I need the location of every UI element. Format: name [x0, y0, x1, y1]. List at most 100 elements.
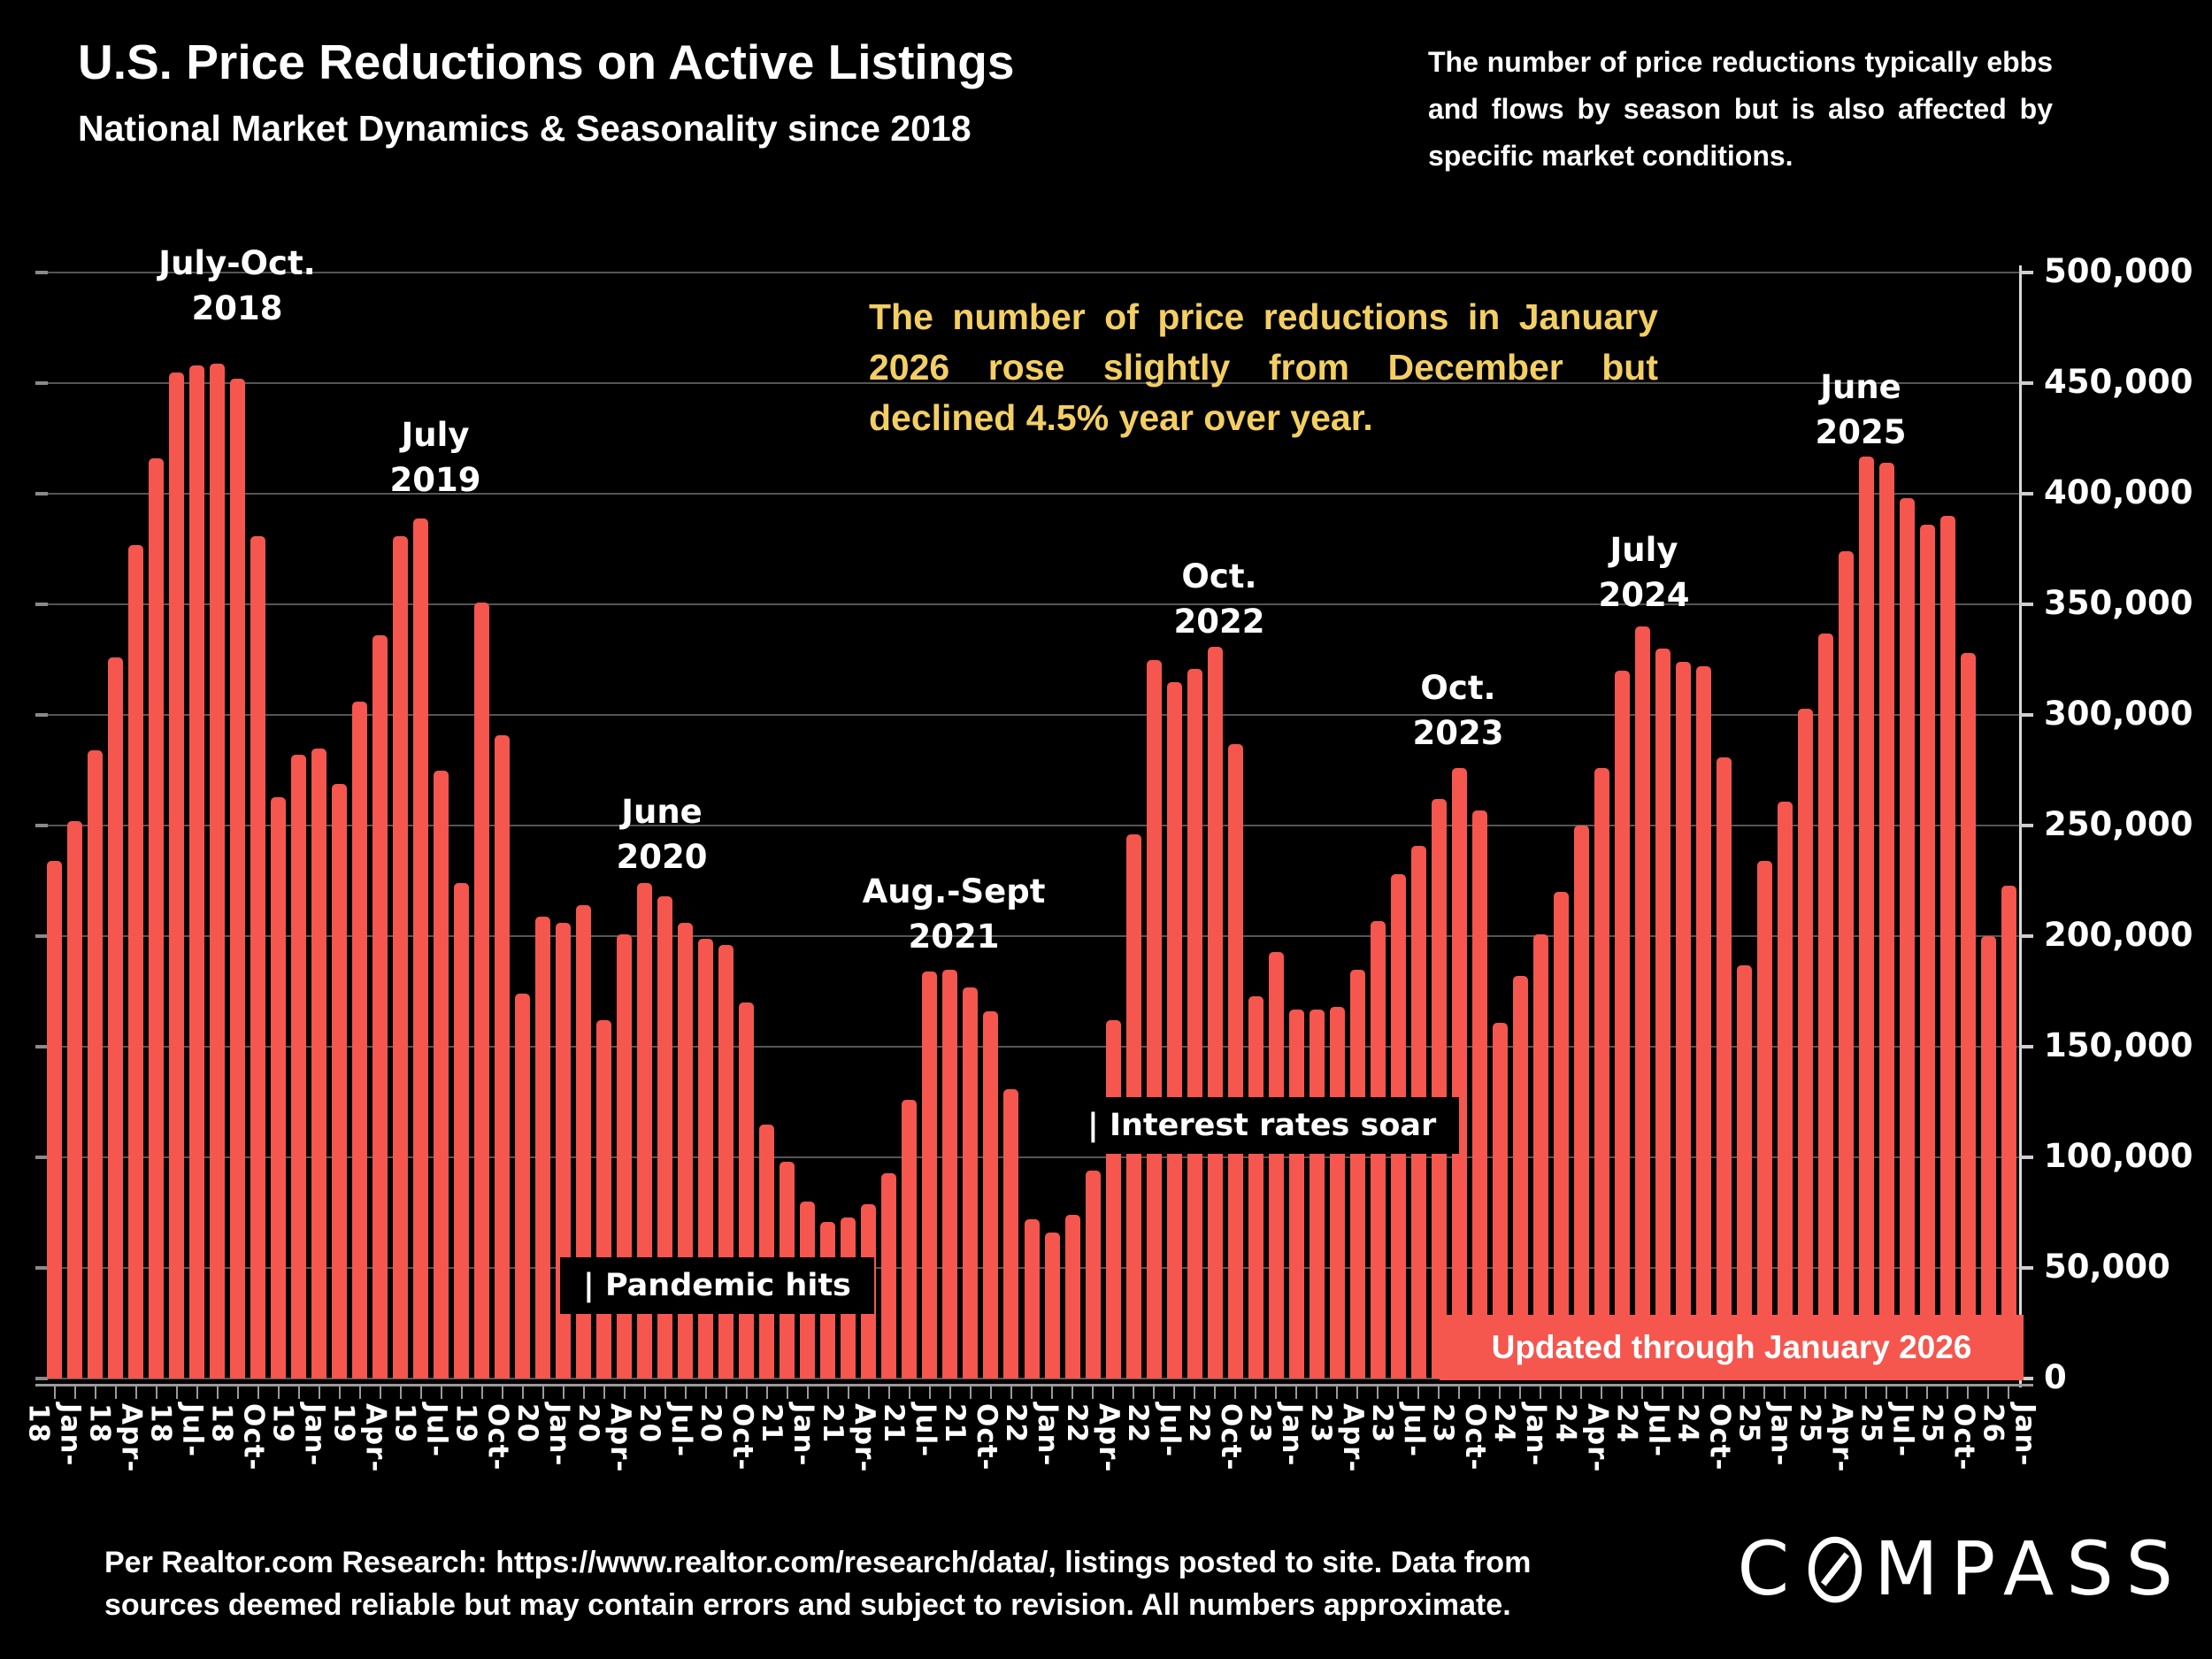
bar-Apr-25 — [1817, 633, 1833, 1379]
x-tick-label-Apr-22: Apr-22 — [1061, 1403, 1125, 1473]
bar-Jun-25 — [1858, 456, 1874, 1379]
x-tick-label-Oct-22: Oct-22 — [1183, 1403, 1248, 1471]
x-tick-mark — [94, 1386, 96, 1399]
bar-Jun-19 — [393, 535, 409, 1379]
x-tick-mark — [318, 1386, 320, 1399]
x-tick-mark — [1133, 1386, 1135, 1399]
bar-Feb-18 — [67, 821, 82, 1379]
x-tick-mark — [582, 1386, 585, 1399]
x-tick-mark — [1560, 1386, 1563, 1399]
gridline-0 — [44, 1378, 2019, 1379]
bar-Mar-24 — [1553, 892, 1569, 1379]
bar-Aug-19 — [434, 770, 449, 1379]
bar-Jan-19 — [291, 755, 307, 1379]
x-tick-mark — [480, 1386, 483, 1399]
gridline-300,000 — [44, 714, 2019, 716]
bar-Feb-23 — [1288, 1009, 1304, 1379]
x-tick-label-Jul-25: Jul-25 — [1855, 1403, 1919, 1458]
callout-line1: Oct. — [1420, 669, 1496, 707]
x-tick-mark — [786, 1386, 788, 1399]
y-tick-mark — [35, 1045, 48, 1048]
x-tick-mark — [399, 1386, 402, 1399]
y-tick-mark — [35, 824, 48, 827]
x-tick-label-Oct-20: Oct-20 — [694, 1403, 758, 1471]
x-tick-mark — [1153, 1386, 1156, 1399]
callout-line2: 2019 — [389, 461, 481, 499]
bar-Apr-19 — [352, 702, 368, 1379]
x-tick-mark — [949, 1386, 951, 1399]
x-tick-mark — [826, 1386, 829, 1399]
y-tick-mark — [35, 271, 48, 274]
x-tick-mark — [1967, 1386, 1970, 1399]
bar-Mar-25 — [1797, 708, 1813, 1379]
callout-line2: 2018 — [191, 289, 283, 327]
callout-line2: 2021 — [908, 918, 1000, 956]
callout-line1: July — [401, 416, 470, 454]
y-tick-mark — [2019, 1045, 2033, 1048]
x-tick-label-Apr-18: Apr-18 — [83, 1403, 148, 1473]
x-tick-label-Oct-25: Oct-25 — [1916, 1403, 1980, 1471]
x-tick-mark — [2008, 1386, 2010, 1399]
gridline-100,000 — [44, 1156, 2019, 1158]
callout-line1: July-Oct. — [158, 244, 316, 282]
bar-Nov-24 — [1716, 757, 1732, 1379]
x-tick-mark — [1010, 1386, 1012, 1399]
x-tick-label-Jan-24: Jan-24 — [1488, 1403, 1553, 1467]
callout-line2: 2022 — [1173, 603, 1265, 641]
x-tick-mark — [704, 1386, 707, 1399]
x-tick-label-Jul-24: Jul-24 — [1610, 1403, 1675, 1458]
x-tick-mark — [1356, 1386, 1359, 1399]
x-tick-label-Jan-23: Jan-23 — [1244, 1403, 1309, 1467]
x-tick-label-Jul-21: Jul-21 — [877, 1403, 941, 1458]
x-tick-mark — [1804, 1386, 1807, 1399]
y-tick-label: 450,000 — [2044, 363, 2193, 401]
x-tick-label-Oct-24: Oct-24 — [1671, 1403, 1736, 1471]
gridline-450,000 — [44, 382, 2019, 384]
header-note: The number of price reductions typically… — [1428, 46, 2053, 172]
callout-line2: 2020 — [616, 838, 708, 876]
x-tick-label-Apr-20: Apr-20 — [572, 1403, 636, 1473]
x-tick-mark — [1947, 1386, 1949, 1399]
bar-Aug-22 — [1166, 681, 1182, 1379]
bar-Dec-24 — [1736, 964, 1752, 1379]
y-tick-label: 0 — [2044, 1358, 2067, 1396]
x-tick-label-Oct-23: Oct-23 — [1427, 1403, 1492, 1471]
x-tick-mark — [745, 1386, 748, 1399]
bar-Dec-21 — [1003, 1088, 1019, 1379]
x-tick-label-Jul-23: Jul-23 — [1366, 1403, 1431, 1458]
x-tick-mark — [277, 1386, 280, 1399]
bar-Jul-24 — [1634, 626, 1650, 1379]
bar-Mar-23 — [1309, 1009, 1325, 1379]
bar-Aug-25 — [1899, 498, 1915, 1379]
y-tick-mark — [35, 713, 48, 717]
x-tick-mark — [1092, 1386, 1094, 1399]
x-tick-mark — [623, 1386, 626, 1399]
bar-May-18 — [128, 544, 144, 1379]
x-tick-mark — [887, 1386, 890, 1399]
x-tick-mark — [1886, 1386, 1888, 1399]
y-tick-label: 300,000 — [2044, 695, 2193, 733]
bar-Sep-21 — [942, 969, 958, 1379]
bar-Sep-19 — [454, 883, 470, 1379]
bar-May-19 — [373, 635, 388, 1379]
x-tick-mark — [1662, 1386, 1664, 1399]
y-tick-mark — [35, 1266, 48, 1270]
x-tick-label-Oct-21: Oct-21 — [938, 1403, 1002, 1471]
x-tick-mark — [1540, 1386, 1542, 1399]
bar-Jun-21 — [881, 1172, 897, 1379]
event-label-pandemic: | Pandemic hits — [560, 1257, 874, 1314]
x-tick-mark — [541, 1386, 544, 1399]
bar-Jul-18 — [169, 372, 185, 1379]
x-tick-label-Oct-19: Oct-19 — [449, 1403, 514, 1471]
bar-Dec-23 — [1492, 1022, 1508, 1379]
x-tick-mark — [297, 1386, 300, 1399]
x-tick-mark — [725, 1386, 727, 1399]
x-tick-label-Jul-19: Jul-19 — [388, 1403, 453, 1458]
x-tick-mark — [1824, 1386, 1827, 1399]
bar-Feb-25 — [1777, 801, 1793, 1379]
y-tick-mark — [35, 934, 48, 938]
bar-Nov-25 — [1960, 653, 1976, 1379]
bar-Mar-19 — [332, 783, 348, 1379]
bar-Oct-19 — [474, 602, 490, 1379]
x-tick-mark — [643, 1386, 646, 1399]
